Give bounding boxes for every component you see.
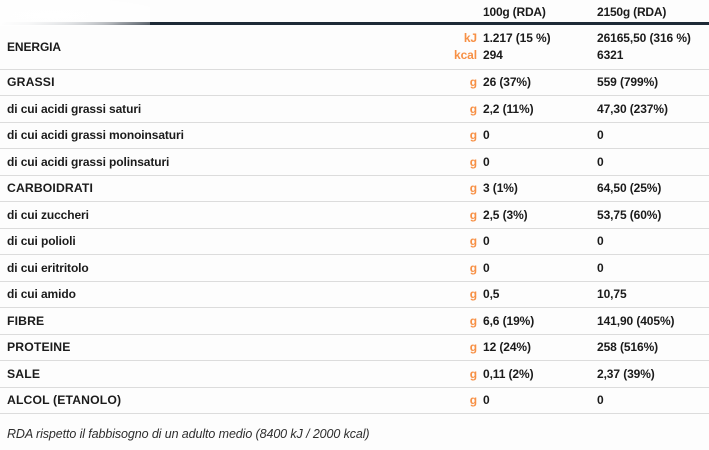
value-2150g-kj: 26165,50 (316 %) (597, 30, 691, 45)
table-row: di cui acidi grassi saturi g 2,2 (11%) 4… (0, 96, 709, 123)
nutrient-label: ENERGIA (7, 39, 61, 54)
value-100g: 3 (1%) (483, 181, 518, 196)
value-100g: 0,5 (483, 287, 500, 302)
unit-label: g (469, 287, 477, 302)
unit-label: g (469, 313, 477, 328)
unit-label: g (469, 393, 477, 408)
value-2150g: 258 (516%) (597, 340, 659, 355)
table-row: di cui polioli g 0 0 (0, 229, 709, 255)
value-2150g: 0 (597, 393, 604, 408)
value-100g-kj: 1.217 (15 %) (483, 30, 551, 45)
unit-kcal: kcal (454, 47, 477, 62)
value-100g: 12 (24%) (483, 340, 531, 355)
value-100g-kcal: 294 (483, 47, 503, 62)
unit-label: g (469, 154, 477, 169)
unit-label: g (469, 207, 477, 222)
nutrient-label: di cui amido (7, 287, 76, 302)
nutrient-label: GRASSI (7, 75, 55, 90)
value-2150g: 53,75 (60%) (597, 207, 662, 222)
unit-label: g (469, 340, 477, 355)
nutrient-label: PROTEINE (7, 340, 71, 355)
unit-label: g (469, 75, 477, 90)
value-2150g: 559 (799%) (597, 75, 659, 90)
value-100g: 2,5 (3%) (483, 207, 528, 222)
value-100g: 1.217 (15 %) 294 (477, 30, 593, 64)
value-2150g: 26165,50 (316 %) 6321 (593, 30, 709, 64)
table-row: di cui zuccheri g 2,5 (3%) 53,75 (60%) (0, 202, 709, 229)
value-100g: 26 (37%) (483, 75, 531, 90)
header-rule (0, 22, 709, 25)
nutrient-label: di cui polioli (7, 234, 76, 249)
table-row: di cui amido g 0,5 10,75 (0, 282, 709, 308)
unit-kj: kJ (463, 30, 477, 45)
value-100g: 0 (483, 234, 490, 249)
nutrient-label: FIBRE (7, 313, 45, 328)
table-row: CARBOIDRATI g 3 (1%) 64,50 (25%) (0, 176, 709, 202)
value-100g: 0 (483, 393, 490, 408)
nutrient-label: di cui eritritolo (7, 260, 89, 275)
unit-label: g (469, 101, 477, 116)
nutrient-label: di cui acidi grassi monoinsaturi (7, 128, 184, 143)
table-row: ALCOL (ETANOLO) g 0 0 (0, 388, 709, 414)
unit-label: g (469, 128, 477, 143)
value-100g: 6,6 (19%) (483, 313, 535, 328)
value-100g: 2,2 (11%) (483, 101, 534, 116)
value-100g: 0 (483, 260, 490, 275)
value-2150g: 0 (597, 260, 604, 275)
table-row: SALE g 0,11 (2%) 2,37 (39%) (0, 361, 709, 388)
unit-label: g (469, 234, 477, 249)
table-body: GRASSI g 26 (37%) 559 (799%) di cui acid… (0, 70, 709, 414)
value-2150g: 141,90 (405%) (597, 313, 675, 328)
rda-footnote: RDA rispetto il fabbisogno di un adulto … (7, 427, 370, 441)
table-row: di cui eritritolo g 0 0 (0, 255, 709, 282)
table-row: FIBRE g 6,6 (19%) 141,90 (405%) (0, 308, 709, 335)
table-row: GRASSI g 26 (37%) 559 (799%) (0, 70, 709, 96)
column-header-100g: 100g (RDA) (483, 5, 546, 19)
nutrient-label: SALE (7, 366, 41, 381)
table-row: PROTEINE g 12 (24%) 258 (516%) (0, 335, 709, 361)
value-2150g: 0 (597, 234, 604, 249)
unit-label: g (469, 181, 477, 196)
unit-label: g (469, 366, 477, 381)
nutrient-label: di cui acidi grassi polinsaturi (7, 154, 170, 169)
value-100g: 0 (483, 128, 490, 143)
table-row: di cui acidi grassi polinsaturi g 0 0 (0, 149, 709, 176)
value-2150g-kcal: 6321 (597, 47, 624, 62)
value-2150g: 2,37 (39%) (597, 366, 655, 381)
nutrient-label: di cui zuccheri (7, 207, 89, 222)
value-100g: 0 (483, 154, 490, 169)
unit-label: g (469, 260, 477, 275)
value-2150g: 47,30 (237%) (597, 101, 668, 116)
value-2150g: 0 (597, 154, 604, 169)
nutrient-label: CARBOIDRATI (7, 181, 94, 196)
value-2150g: 64,50 (25%) (597, 181, 662, 196)
value-2150g: 0 (597, 128, 604, 143)
table-row: di cui acidi grassi monoinsaturi g 0 0 (0, 123, 709, 149)
table-row-energia: ENERGIA kJ kcal 1.217 (15 %) 294 26165,5… (0, 25, 709, 70)
nutrient-label: di cui acidi grassi saturi (7, 101, 142, 116)
table-header-row: 100g (RDA) 2150g (RDA) (0, 0, 709, 22)
value-100g: 0,11 (2%) (483, 366, 534, 381)
unit-label: kJ kcal (415, 30, 477, 64)
value-2150g: 10,75 (597, 287, 627, 302)
nutrient-label: ALCOL (ETANOLO) (7, 393, 122, 408)
column-header-2150g: 2150g (RDA) (597, 5, 667, 19)
